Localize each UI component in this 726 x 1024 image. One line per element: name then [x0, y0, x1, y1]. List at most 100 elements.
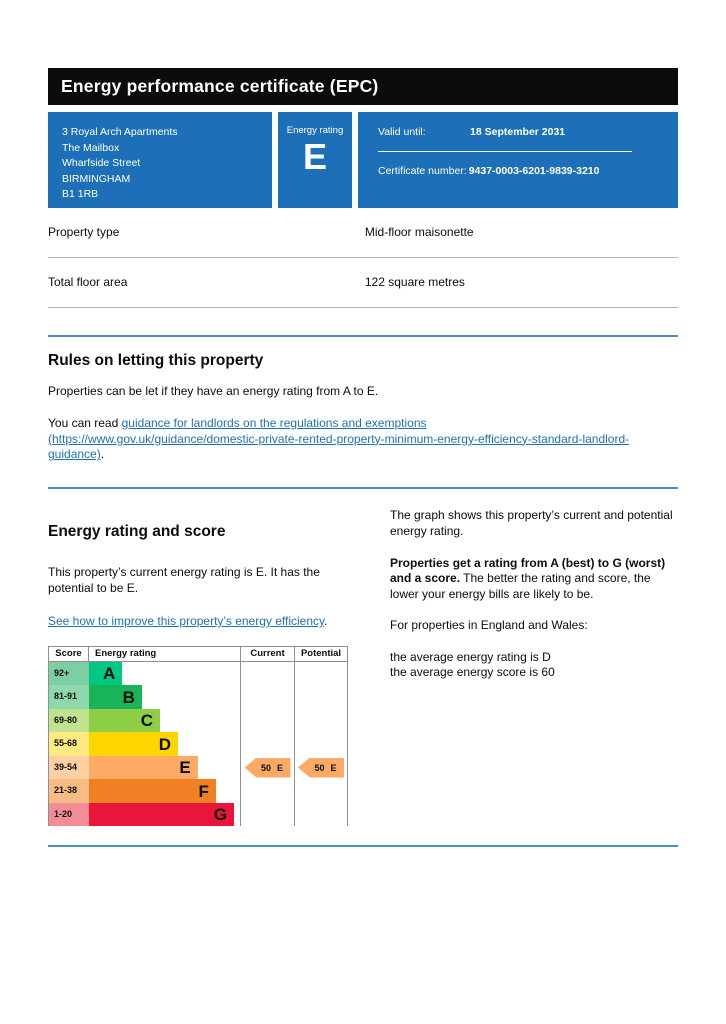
page-title-banner: Energy performance certificate (EPC) [48, 68, 678, 105]
current-column-cell [241, 802, 295, 827]
summary-band: 3 Royal Arch Apartments The Mailbox Whar… [48, 112, 678, 208]
band-letter-f: F [198, 781, 209, 801]
band-cell-g: G [89, 802, 241, 827]
band-letter-g: G [213, 805, 227, 825]
rules-guidance-paragraph: You can read guidance for landlords on t… [48, 416, 636, 463]
energy-rating-value: E [302, 136, 327, 177]
current-column-cell [241, 779, 295, 803]
rating-paragraph: This property’s current energy rating is… [48, 565, 320, 596]
average-stats: the average energy rating is D the avera… [390, 650, 678, 681]
chart-grid: Score Energy rating Current Potential 92… [48, 645, 348, 827]
potential-rating-arrow: 50 E [298, 757, 344, 778]
potential-column-cell: 50 E [295, 755, 348, 780]
band-cell-f: F [89, 779, 241, 803]
rating-column-right: The graph shows this property’s current … [390, 508, 678, 826]
band-cell-a: A [89, 661, 241, 686]
score-range-c: 69-80 [49, 708, 89, 733]
band-letter-c: C [140, 711, 153, 731]
band-bar-g: G [89, 802, 234, 827]
potential-score: 50 [314, 762, 325, 773]
chart-header-potential: Potential [295, 646, 348, 662]
energy-rating-chart: Score Energy rating Current Potential 92… [48, 645, 348, 827]
band-cell-e: E [89, 755, 241, 780]
current-score: 50 [260, 762, 271, 773]
score-range-b: 81-91 [49, 685, 89, 709]
section-divider [48, 845, 678, 848]
rating-explanation-bold: Properties get a rating from A (best) to… [390, 555, 666, 586]
address-line: Wharfside Street [62, 157, 141, 170]
band-letter-d: D [158, 734, 172, 754]
fact-row: Property type Mid-floor maisonette [48, 208, 678, 258]
chart-header-score: Score [49, 646, 89, 662]
landlord-guidance-link[interactable]: guidance for landlords on the regulation… [48, 415, 630, 462]
fact-row: Total floor area 122 square metres [48, 258, 678, 308]
band-bar-c: C [89, 708, 160, 733]
current-column-cell [241, 661, 295, 686]
chart-header-current: Current [241, 646, 295, 662]
certificate-number-row: Certificate number: 9437-0003-6201-9839-3… [378, 165, 658, 177]
valid-until-label: Valid until: [378, 126, 426, 138]
fact-label: Total floor area [48, 275, 128, 289]
band-bar-e: E [89, 755, 198, 780]
chart-header-rating: Energy rating [89, 646, 241, 662]
rules-heading: Rules on letting this property [48, 352, 264, 369]
guidance-prefix: You can read [48, 415, 122, 430]
validity-divider [378, 151, 632, 152]
band-letter-a: A [102, 664, 116, 684]
potential-column-cell [295, 661, 348, 686]
band-cell-c: C [89, 708, 241, 733]
improve-efficiency-link[interactable]: See how to improve this property’s energ… [48, 613, 325, 628]
score-range-g: 1-20 [49, 802, 89, 827]
rules-paragraph: Properties can be let if they have an en… [48, 384, 379, 398]
address-line: 3 Royal Arch Apartments [62, 126, 178, 138]
rating-explanation-rest: The better the rating and score, the low… [390, 571, 651, 601]
band-cell-b: B [89, 685, 241, 709]
average-score-line: the average energy score is 60 [390, 665, 555, 680]
valid-until-row: Valid until: 18 September 2031 [378, 126, 658, 138]
band-letter-b: B [122, 687, 135, 707]
band-bar-b: B [89, 685, 142, 709]
address-line: B1 1RB [62, 188, 99, 201]
current-rating-arrow: 50 E [244, 757, 291, 778]
section-divider [48, 487, 678, 490]
address-line: The Mailbox [62, 141, 120, 154]
current-rating-letter: E [277, 762, 284, 773]
certificate-number-label: Certificate number: [378, 165, 467, 177]
score-range-d: 55-68 [49, 732, 89, 756]
band-bar-d: D [89, 732, 179, 756]
potential-column-cell [295, 779, 348, 803]
band-cell-d: D [89, 732, 241, 756]
section-divider [48, 335, 678, 337]
graph-description: The graph shows this property’s current … [390, 508, 673, 538]
band-bar-f: F [89, 779, 216, 803]
score-range-f: 21-38 [49, 779, 89, 803]
energy-rating-label: Energy rating [286, 125, 344, 136]
band-letter-e: E [179, 758, 191, 778]
potential-column-cell [295, 685, 348, 709]
validity-box: Valid until: 18 September 2031 Certifica… [358, 112, 678, 208]
property-address: 3 Royal Arch Apartments The Mailbox Whar… [48, 112, 272, 208]
score-range-e: 39-54 [49, 755, 89, 780]
rating-explanation: Properties get a rating from A (best) to… [390, 556, 678, 603]
address-line: BIRMINGHAM [62, 172, 131, 185]
guidance-suffix: . [100, 447, 105, 462]
energy-rating-box: Energy rating E [278, 112, 352, 208]
potential-column-cell [295, 708, 348, 733]
current-column-cell [241, 732, 295, 756]
energy-rating-section: Energy rating and score This property’s … [48, 508, 678, 827]
current-column-cell: 50 E [241, 755, 295, 780]
page-title: Energy performance certificate (EPC) [61, 76, 379, 96]
band-bar-a: A [89, 661, 123, 686]
rating-heading: Energy rating and score [48, 523, 226, 541]
rules-section: Rules on letting this property Propertie… [48, 352, 678, 463]
certificate-number-value: 9437-0003-6201-9839-3210 [468, 165, 600, 177]
improve-paragraph: See how to improve this property’s energ… [48, 614, 348, 630]
improve-suffix: . [324, 613, 328, 628]
average-rating-line: the average energy rating is D [390, 649, 551, 664]
current-column-cell [241, 685, 295, 709]
property-facts: Property type Mid-floor maisonette Total f… [48, 208, 678, 308]
fact-value: Mid-floor maisonette [364, 225, 474, 239]
rating-column-left: Energy rating and score This property’s … [48, 508, 390, 827]
potential-column-cell [295, 802, 348, 827]
fact-label: Property type [48, 225, 120, 239]
